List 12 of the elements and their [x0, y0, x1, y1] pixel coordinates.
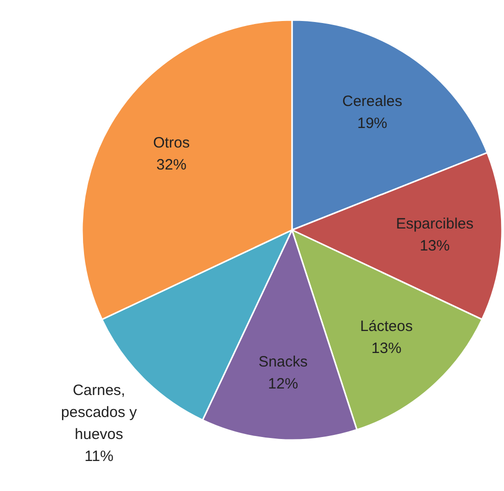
data-label: 12% — [268, 376, 298, 393]
slice-label: Carnes, pescados y huevos — [61, 382, 138, 444]
data-label: 13% — [420, 237, 450, 254]
data-label: 32% — [156, 156, 186, 174]
slice-label: Otros — [153, 134, 190, 152]
slice-label: Cereales — [342, 92, 402, 110]
data-label: 13% — [371, 340, 402, 358]
data-label: 11% — [84, 448, 114, 466]
data-label: 19% — [357, 114, 388, 132]
slice-label: Snacks — [258, 354, 308, 371]
slice-label: Lácteos — [360, 318, 413, 336]
slice-label: Esparcibles — [396, 215, 474, 232]
